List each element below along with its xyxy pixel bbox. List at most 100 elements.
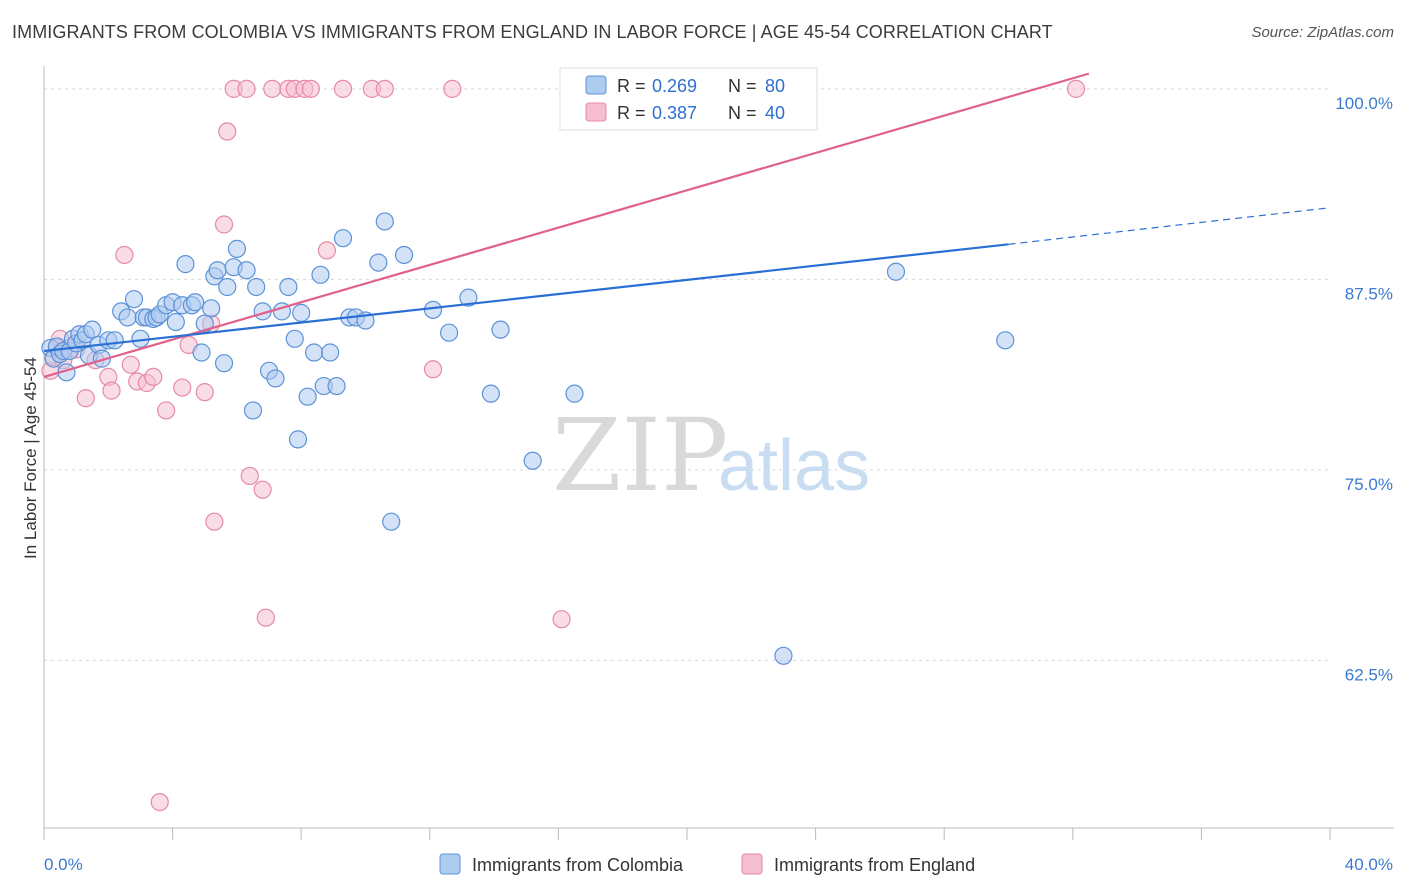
watermark-atlas: atlas — [718, 426, 870, 506]
england-point — [218, 122, 237, 141]
gridlines — [44, 88, 1330, 661]
bottom-legend-colombia-swatch — [439, 853, 461, 875]
y-tick-label: 75.0% — [1345, 475, 1393, 494]
source-credit: Source: ZipAtlas.com — [1251, 24, 1394, 41]
trend-lines — [43, 72, 1331, 378]
colombia-point — [327, 376, 346, 396]
colombia-point — [565, 384, 584, 403]
legend-england-swatch — [585, 102, 607, 122]
england-point — [253, 480, 272, 499]
bottom-legend: Immigrants from Colombia Immigrants from… — [439, 853, 975, 875]
y-tick-label: 100.0% — [1335, 94, 1393, 113]
colombia-point — [459, 288, 478, 307]
legend-england-r-label: R = — [617, 103, 646, 123]
england-point — [195, 383, 214, 402]
legend-colombia-r-label: R = — [617, 76, 646, 96]
england-point — [256, 608, 275, 627]
colombia-point — [774, 646, 793, 665]
england-point — [144, 367, 163, 386]
england-point — [150, 792, 169, 812]
colombia-point — [279, 277, 298, 297]
legend-colombia-swatch — [585, 75, 607, 95]
colombia-point — [491, 320, 510, 339]
colombia-point — [333, 229, 353, 248]
colombia-point — [186, 293, 205, 312]
england-point — [214, 215, 234, 234]
england-point — [115, 245, 134, 265]
chart-title: IMMIGRANTS FROM COLOMBIA VS IMMIGRANTS F… — [12, 22, 1053, 42]
colombia-point — [439, 323, 459, 342]
colombia-point — [83, 320, 102, 339]
bottom-legend-england-swatch — [741, 853, 763, 875]
colombia-point — [118, 308, 137, 327]
colombia-point — [243, 401, 263, 420]
legend-colombia-n-value: 80 — [765, 76, 785, 96]
legend-england-n-value: 40 — [765, 103, 785, 123]
colombia-point — [886, 262, 906, 281]
colombia-point — [247, 277, 266, 297]
legend-colombia-r-value: 0.269 — [652, 76, 697, 96]
y-tick-labels: 100.0% 87.5% 75.0% 62.5% — [1335, 94, 1393, 684]
england-point — [301, 79, 320, 98]
colombia-point — [218, 277, 237, 297]
england-point — [102, 381, 121, 400]
colombia-point — [124, 290, 144, 309]
england-point — [157, 401, 176, 420]
colombia-point — [292, 303, 311, 322]
colombia-point — [214, 354, 234, 373]
england-point — [76, 389, 95, 408]
legend-england-r-value: 0.387 — [652, 103, 697, 123]
england-point — [1066, 79, 1086, 98]
y-tick-label: 62.5% — [1345, 665, 1393, 684]
england-point — [240, 466, 259, 486]
colombia-point — [304, 343, 324, 362]
colombia-point — [105, 331, 124, 350]
legend-england-n-label: N = — [728, 103, 757, 123]
top-legend: R = 0.269 N = 80 R = 0.387 N = 40 — [559, 67, 818, 131]
england-point — [317, 241, 337, 260]
x-tick-label: 0.0% — [44, 855, 83, 874]
watermark: ZIP atlas — [552, 397, 870, 514]
colombia-point — [202, 299, 221, 318]
colombia-point — [166, 312, 185, 332]
england-point — [552, 610, 571, 629]
y-axis-title: In Labor Force | Age 45-54 — [21, 357, 40, 559]
colombia-point — [394, 245, 414, 265]
watermark-zip: ZIP — [552, 397, 728, 514]
x-tick-label: 40.0% — [1345, 855, 1393, 874]
colombia-points — [41, 79, 1015, 665]
colombia-trend-extension — [1008, 207, 1331, 245]
england-point — [237, 79, 256, 98]
colombia-point — [523, 451, 542, 470]
colombia-point — [176, 255, 195, 274]
colombia-point — [288, 430, 308, 449]
bottom-legend-england-label: Immigrants from England — [774, 855, 975, 875]
colombia-point — [227, 239, 246, 258]
england-point — [423, 360, 443, 379]
england-point — [263, 79, 282, 98]
england-point — [173, 378, 192, 397]
colombia-point — [369, 253, 388, 272]
colombia-point — [481, 384, 500, 403]
colombia-point — [311, 265, 330, 284]
england-point — [121, 355, 140, 374]
colombia-point — [298, 387, 317, 406]
colombia-point — [996, 331, 1015, 350]
england-point — [205, 512, 224, 531]
colombia-point — [321, 343, 340, 362]
y-tick-label: 87.5% — [1345, 284, 1393, 303]
axes — [43, 66, 1394, 840]
colombia-trend-line — [43, 243, 1009, 353]
colombia-point — [423, 300, 443, 319]
colombia-point — [192, 343, 211, 362]
colombia-point — [375, 212, 394, 231]
england-point — [375, 79, 394, 98]
colombia-point — [237, 261, 256, 280]
colombia-point — [382, 512, 401, 531]
colombia-point — [266, 369, 285, 388]
england-point — [333, 79, 353, 98]
x-tick-labels: 0.0% 40.0% — [44, 855, 1393, 874]
bottom-legend-colombia-label: Immigrants from Colombia — [472, 855, 684, 875]
legend-colombia-n-label: N = — [728, 76, 757, 96]
